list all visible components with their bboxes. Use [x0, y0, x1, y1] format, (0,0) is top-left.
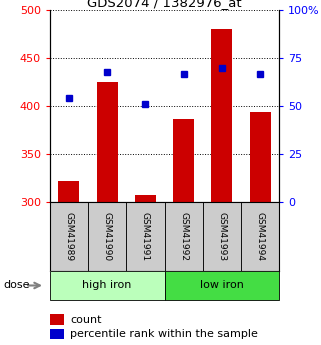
- Bar: [58, 181, 79, 202]
- Bar: [126, 202, 164, 271]
- Bar: [164, 271, 279, 300]
- Text: low iron: low iron: [200, 280, 244, 290]
- Bar: [173, 119, 194, 202]
- Bar: [50, 271, 164, 300]
- Bar: [88, 202, 126, 271]
- Bar: [164, 202, 203, 271]
- Text: GSM41992: GSM41992: [179, 212, 188, 261]
- Text: percentile rank within the sample: percentile rank within the sample: [70, 329, 258, 339]
- Bar: [50, 314, 64, 325]
- Text: dose: dose: [3, 280, 30, 290]
- Bar: [211, 30, 232, 202]
- Bar: [50, 202, 88, 271]
- Text: GSM41991: GSM41991: [141, 212, 150, 261]
- Bar: [241, 202, 279, 271]
- Bar: [203, 202, 241, 271]
- Text: GSM41994: GSM41994: [256, 212, 265, 261]
- Text: GSM41989: GSM41989: [65, 212, 74, 261]
- Text: count: count: [70, 315, 102, 325]
- Bar: [250, 112, 271, 202]
- Bar: [97, 82, 118, 202]
- Text: GSM41993: GSM41993: [217, 212, 226, 261]
- Bar: [135, 195, 156, 202]
- Bar: [50, 329, 64, 339]
- Text: GSM41990: GSM41990: [103, 212, 112, 261]
- Text: high iron: high iron: [82, 280, 132, 290]
- Title: GDS2074 / 1382976_at: GDS2074 / 1382976_at: [87, 0, 242, 9]
